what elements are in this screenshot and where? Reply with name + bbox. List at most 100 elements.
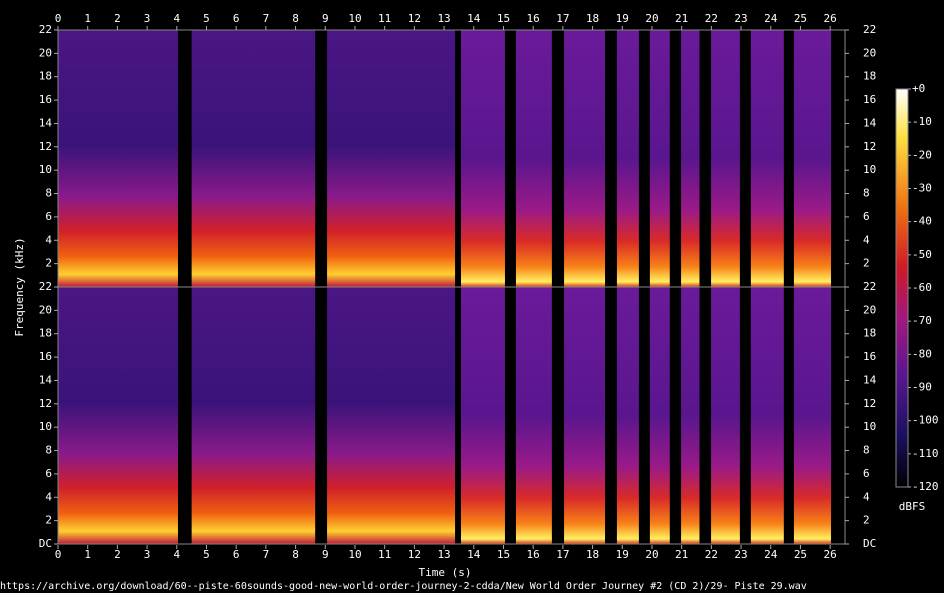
y-tick-label: 20 [863,303,876,316]
spectrum-segment [681,287,700,544]
x-tick-label: 7 [263,12,270,25]
y-tick-label: 22 [39,280,52,293]
x-tick-label: 24 [764,12,778,25]
colorbar-tick-label: -50 [912,248,932,261]
x-tick-label: 2 [114,548,121,561]
y-tick-label: 22 [39,23,52,36]
x-tick-label: 22 [705,12,718,25]
x-tick-label: 22 [705,548,718,561]
colorbar-tick-label: -110 [912,447,939,460]
spectrum-segment [793,287,832,544]
y-tick-label: 14 [863,373,877,386]
x-tick-label: 19 [616,548,629,561]
y-tick-label: 12 [39,140,52,153]
colorbar-tick-label: -10 [912,115,932,128]
spectrum-segment [515,30,552,287]
y-tick-label: 2 [45,514,52,527]
y-tick-label: 4 [863,233,870,246]
x-tick-label: 18 [586,12,599,25]
spectrum-segment [616,30,639,287]
x-tick-label: 9 [322,12,329,25]
x-tick-label: 25 [794,12,807,25]
y-tick-label: 16 [39,350,52,363]
y-axis-label: Frequency (kHz) [13,237,26,336]
y-tick-label: 4 [863,490,870,503]
x-tick-label: 23 [734,548,747,561]
x-tick-label: 20 [645,548,658,561]
x-tick-label: 4 [173,548,180,561]
y-tick-label: 2 [863,514,870,527]
spectrum-segment [58,30,178,287]
y-tick-label: 4 [45,490,52,503]
x-tick-label: 11 [378,548,391,561]
y-tick-label: 4 [45,233,52,246]
y-tick-label: 6 [863,467,870,480]
x-tick-label: 1 [84,12,91,25]
x-tick-label: 10 [348,12,361,25]
x-tick-label: 14 [467,12,481,25]
x-tick-label: 1 [84,548,91,561]
colorbar-tick-label: -40 [912,215,932,228]
y-tick-label: 10 [863,420,876,433]
y-tick-label: 18 [863,70,876,83]
x-tick-label: 9 [322,548,329,561]
spectrum-segment [461,30,505,287]
y-tick-label: 2 [45,257,52,270]
x-tick-label: 17 [556,12,569,25]
y-tick-label: 6 [863,210,870,223]
colorbar-tick-label: -90 [912,381,932,394]
x-tick-label: 12 [408,548,421,561]
y-tick-label: 8 [45,187,52,200]
colorbar-tick-label: -70 [912,314,932,327]
spectrum-segment [564,287,606,544]
colorbar-tick-label: -80 [912,347,932,360]
x-tick-label: 6 [233,12,240,25]
y-tick-label: 8 [863,444,870,457]
spectrum-segment [327,287,456,544]
y-tick-label: 20 [39,303,52,316]
spectrum-segment [711,287,740,544]
y-tick-label: 22 [863,23,876,36]
y-tick-label: 22 [863,280,876,293]
spectrum-segment [327,30,456,287]
x-tick-label: 23 [734,12,747,25]
y-tick-label: 14 [863,116,877,129]
spectrum-segment [711,30,740,287]
x-tick-label: 19 [616,12,629,25]
x-tick-label: 13 [437,12,450,25]
x-tick-label: 17 [556,548,569,561]
channel-frame [57,286,846,545]
y-tick-label: 14 [39,373,53,386]
x-tick-label: 12 [408,12,421,25]
y-tick-label: 12 [39,397,52,410]
y-tick-label: 18 [39,327,52,340]
spectrum-segment [616,287,639,544]
y-tick-label: 12 [863,397,876,410]
x-tick-label: 16 [527,12,540,25]
y-tick-label: DC [863,537,876,550]
spectrum-segment [750,287,784,544]
spectrum-segment [461,287,505,544]
x-tick-label: 25 [794,548,807,561]
y-tick-label: 16 [863,350,876,363]
y-tick-label: 20 [39,46,52,59]
x-tick-label: 16 [527,548,540,561]
spectrum-segment [649,30,670,287]
y-tick-label: 18 [39,70,52,83]
x-tick-label: 14 [467,548,481,561]
y-tick-label: 8 [45,444,52,457]
y-tick-label: 10 [39,163,52,176]
spectrum-segment [793,30,832,287]
colorbar-tick-label: -20 [912,148,932,161]
y-tick-label: 10 [39,420,52,433]
x-tick-label: 4 [173,12,180,25]
y-tick-label: 14 [39,116,53,129]
x-tick-label: 26 [824,548,837,561]
x-tick-label: 6 [233,548,240,561]
y-tick-label: 12 [863,140,876,153]
x-tick-label: 3 [144,12,151,25]
colorbar-tick-label: -60 [912,281,932,294]
colorbar-tick-label: -30 [912,182,932,195]
x-tick-label: 15 [497,12,510,25]
